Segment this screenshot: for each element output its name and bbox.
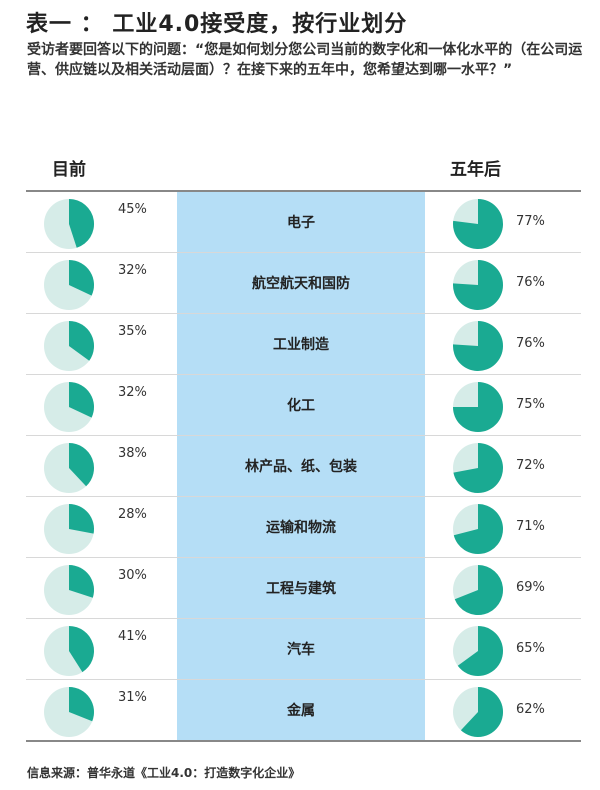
pie-current [44,687,94,737]
pie-slice [453,260,504,310]
pie-future [453,504,504,554]
pie-current [44,565,95,615]
pct-current: 32% [118,385,147,400]
pie-slice [460,687,504,737]
pie-slice [453,321,504,371]
pie-slice [69,260,94,296]
pie-current [44,382,94,432]
pie-slice [453,504,504,554]
pie-current [44,260,94,310]
pct-current: 45% [118,202,147,217]
pie-table: 45% 电子 77% 32% 航空航天和国防 76% 35% 工业制造 76% 32% 化工 75% 3… [26,190,581,742]
pie-slice [69,687,94,722]
pie-slice [453,443,503,493]
table-row: 32% 化工 75% [26,374,581,435]
category-label: 化工 [177,375,425,435]
pct-future: 75% [516,397,545,412]
column-header-future: 五年后 [450,160,501,180]
pct-future: 71% [516,519,545,534]
pct-future: 76% [516,336,545,351]
pie-current [44,626,95,676]
pct-current: 30% [118,568,147,583]
category-label: 电子 [177,192,425,252]
pct-future: 76% [516,275,545,290]
pct-current: 28% [118,507,147,522]
table-row: 32% 航空航天和国防 76% [26,252,581,313]
table-row: 31% 金属 62% [26,679,581,740]
chart-subtitle: 受访者要回答以下的问题：“您是如何划分您公司当前的数字化和一体化水平的（在公司运… [27,42,583,78]
pie-slice [453,199,504,249]
category-label: 金属 [177,680,425,740]
pie-slice [69,504,95,534]
table-row: 45% 电子 77% [26,192,581,252]
table-row: 35% 工业制造 76% [26,313,581,374]
pie-future [453,199,504,249]
pie-slice [69,626,95,673]
pct-current: 35% [118,324,147,339]
pie-future [453,382,503,432]
category-label: 林产品、纸、包装 [177,436,425,496]
source-note: 信息来源：普华永道《工业4.0：打造数字化企业》 [27,766,301,780]
pct-current: 41% [118,629,147,644]
pie-future [453,687,504,737]
category-label: 运输和物流 [177,497,425,557]
pct-current: 32% [118,263,147,278]
pie-slice [69,382,94,418]
pie-slice [457,626,503,676]
category-label: 航空航天和国防 [177,253,425,313]
table-row: 38% 林产品、纸、包装 72% [26,435,581,496]
pct-current: 31% [118,690,147,705]
pie-slice [453,382,503,432]
pie-slice [69,443,94,487]
pct-current: 38% [118,446,147,461]
pie-slice [454,565,504,615]
column-header-current: 目前 [52,160,86,180]
pie-future [453,443,503,493]
pct-future: 69% [516,580,545,595]
pie-current [44,504,95,554]
pie-slice [69,199,95,248]
category-label: 工业制造 [177,314,425,374]
table-row: 28% 运输和物流 71% [26,496,581,557]
pct-future: 65% [516,641,545,656]
pie-current [44,443,94,493]
pie-future [453,260,504,310]
pie-future [453,321,504,371]
pie-slice [69,321,95,361]
pct-future: 77% [516,214,545,229]
pie-future [453,565,504,615]
chart-title: 表一 ： 工业4.0接受度，按行业划分 [26,12,408,37]
pct-future: 72% [516,458,545,473]
pie-slice [69,565,95,598]
category-label: 工程与建筑 [177,558,425,618]
category-label: 汽车 [177,619,425,679]
table-row: 41% 汽车 65% [26,618,581,679]
pie-current [44,321,95,371]
pie-future [453,626,503,676]
table-row: 30% 工程与建筑 69% [26,557,581,618]
pie-current [44,199,95,249]
pct-future: 62% [516,702,545,717]
